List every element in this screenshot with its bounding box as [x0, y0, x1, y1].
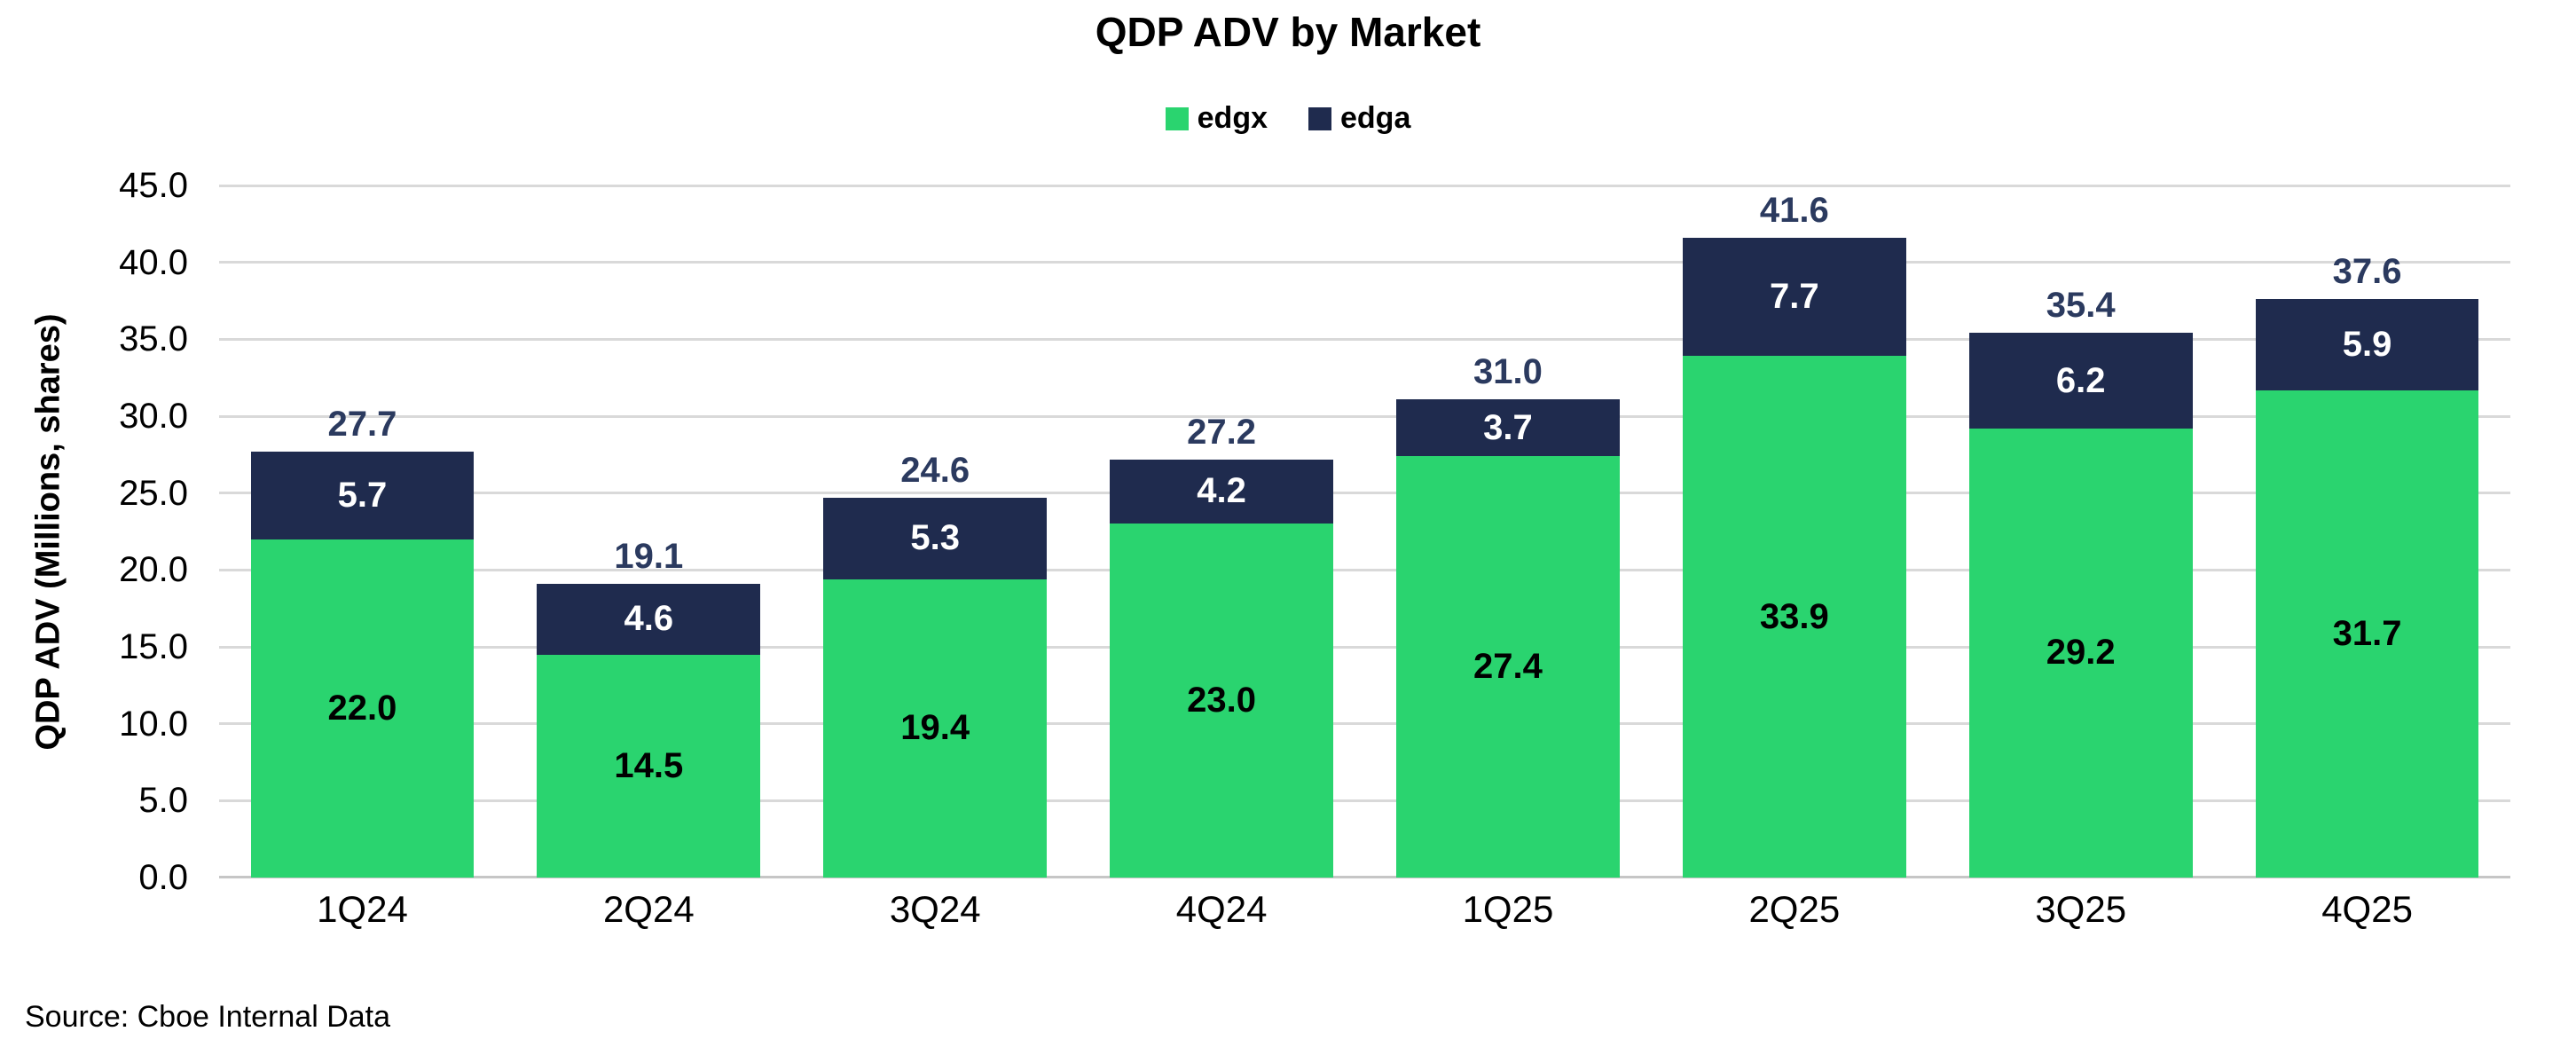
bar-group: 27.7 5.7 22.0 1Q24	[219, 185, 506, 930]
x-axis-label: 3Q25	[2035, 888, 2127, 930]
x-axis-label: 4Q24	[1175, 888, 1268, 930]
x-axis-label: 3Q24	[889, 888, 981, 930]
total-label: 41.6	[1759, 190, 1829, 230]
x-axis-label: 2Q25	[1748, 888, 1841, 930]
edga-segment: 4.6	[537, 583, 761, 655]
gridline	[219, 492, 2510, 495]
y-tick-label: 20.0	[119, 550, 188, 590]
legend-label-edgx: edgx	[1197, 101, 1268, 135]
bar-group: 27.2 4.2 23.0 4Q24	[1079, 185, 1365, 930]
edga-segment: 6.2	[1968, 333, 2193, 429]
x-axis-label: 2Q24	[602, 888, 695, 930]
bar-group: 37.6 5.9 31.7 4Q25	[2224, 185, 2510, 930]
gridline	[219, 799, 2510, 802]
bar-group: 31.0 3.7 27.4 1Q25	[1365, 185, 1652, 930]
plot-area: 27.7 5.7 22.0 1Q24 19.1 4.6 14.5 2Q24 24.6 5.3 19.…	[219, 184, 2510, 930]
x-axis-line	[219, 876, 2510, 878]
gridline	[219, 722, 2510, 726]
edgx-segment: 31.7	[2255, 390, 2479, 878]
gridline	[219, 568, 2510, 571]
bar-group: 24.6 5.3 19.4 3Q24	[792, 185, 1079, 930]
bar-group: 35.4 6.2 29.2 3Q25	[1937, 185, 2224, 930]
edga-segment: 5.9	[2255, 299, 2479, 390]
edgx-segment: 14.5	[537, 654, 761, 878]
legend: edgx edga	[0, 101, 2576, 136]
bar-group: 41.6 7.7 33.9 2Q25	[1651, 185, 1937, 930]
edga-segment: 4.2	[1110, 459, 1333, 524]
x-axis-label: 4Q25	[2321, 888, 2413, 930]
legend-swatch-edgx	[1165, 106, 1189, 130]
total-label: 27.7	[327, 404, 397, 444]
y-tick-label: 10.0	[119, 704, 188, 744]
edgx-segment: 23.0	[1110, 524, 1333, 878]
y-tick-label: 40.0	[119, 242, 188, 282]
legend-item-edga: edga	[1308, 101, 1410, 136]
bar-group: 19.1 4.6 14.5 2Q24	[506, 185, 792, 930]
y-tick-label: 15.0	[119, 627, 188, 666]
total-label: 24.6	[900, 450, 970, 490]
total-label: 35.4	[2046, 286, 2116, 326]
total-label: 31.0	[1473, 351, 1543, 391]
total-label: 37.6	[2332, 252, 2402, 292]
gridline	[219, 337, 2510, 341]
x-axis-label: 1Q24	[317, 888, 408, 930]
chart-title: QDP ADV by Market	[1095, 9, 1481, 55]
y-tick-label: 45.0	[119, 166, 188, 205]
edgx-segment: 29.2	[1968, 428, 2193, 878]
edga-segment: 5.7	[250, 451, 475, 539]
total-label: 19.1	[614, 536, 684, 576]
y-tick-label: 0.0	[138, 858, 188, 897]
gridline	[219, 414, 2510, 418]
edgx-segment: 33.9	[1682, 356, 1906, 878]
gridline	[219, 184, 2510, 187]
y-tick-label: 30.0	[119, 397, 188, 436]
edgx-segment: 22.0	[250, 539, 475, 878]
edgx-segment: 19.4	[823, 579, 1048, 878]
edga-segment: 7.7	[1682, 237, 1906, 357]
legend-label-edga: edga	[1340, 101, 1411, 135]
total-label: 27.2	[1187, 412, 1256, 452]
x-axis-label: 1Q25	[1462, 888, 1554, 930]
edga-segment: 5.3	[823, 497, 1048, 579]
edga-segment: 3.7	[1396, 398, 1620, 457]
legend-item-edgx: edgx	[1165, 101, 1268, 136]
source-note: Source: Cboe Internal Data	[25, 1000, 391, 1034]
y-tick-label: 25.0	[119, 473, 188, 513]
gridline	[219, 261, 2510, 264]
gridline	[219, 645, 2510, 649]
edgx-segment: 27.4	[1396, 456, 1620, 878]
y-tick-label: 5.0	[138, 781, 188, 821]
legend-swatch-edga	[1308, 106, 1331, 130]
y-tick-label: 35.0	[119, 319, 188, 359]
bars-row: 27.7 5.7 22.0 1Q24 19.1 4.6 14.5 2Q24 24.6 5.3 19.…	[219, 185, 2510, 930]
y-axis-ticks: 0.0 5.0 10.0 15.0 20.0 25.0 30.0 35.0 40.0 45.0	[0, 167, 188, 896]
